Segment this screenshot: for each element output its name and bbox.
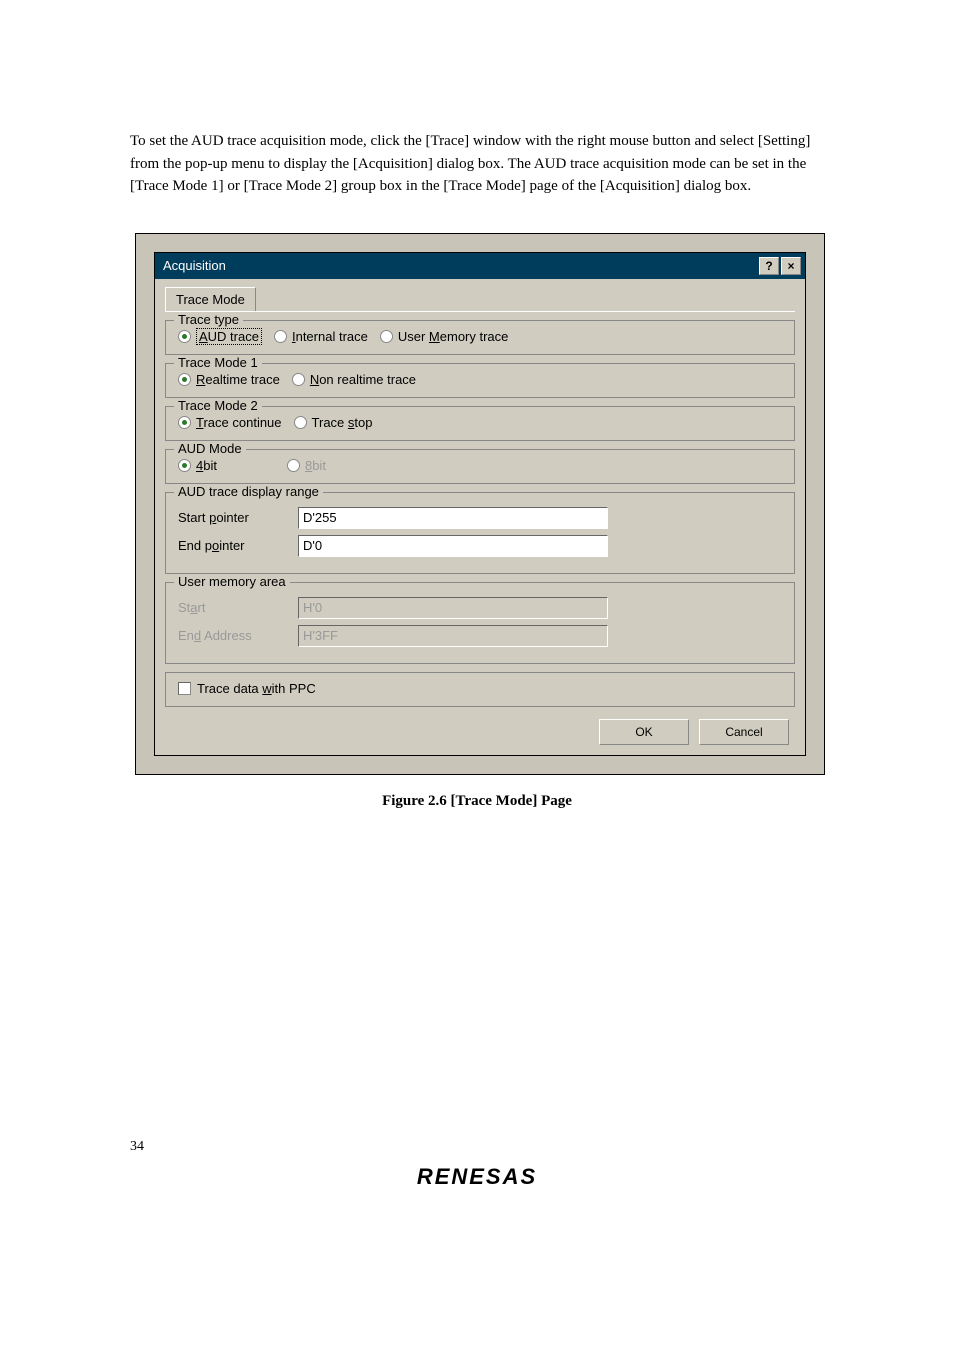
dialog-title: Acquisition bbox=[163, 258, 759, 273]
group-title: User memory area bbox=[174, 574, 290, 589]
radio-8bit: 8bit bbox=[287, 458, 326, 473]
checkbox-box-icon bbox=[178, 682, 191, 695]
radio-dot-icon bbox=[178, 459, 191, 472]
radio-4bit[interactable]: 4bit bbox=[178, 458, 217, 473]
end-pointer-input[interactable] bbox=[298, 535, 608, 557]
radio-dot-icon bbox=[178, 330, 191, 343]
user-end-address-input bbox=[298, 625, 608, 647]
tab-trace-mode[interactable]: Trace Mode bbox=[165, 287, 256, 311]
radio-trace-stop[interactable]: Trace stop bbox=[294, 415, 373, 430]
page-number: 34 bbox=[130, 1139, 144, 1155]
ok-button[interactable]: OK bbox=[599, 719, 689, 745]
group-title: Trace Mode 1 bbox=[174, 355, 262, 370]
group-aud-mode: AUD Mode 4bit 8bit bbox=[165, 449, 795, 484]
radio-realtime-trace[interactable]: Realtime trace bbox=[178, 372, 280, 387]
radio-dot-icon bbox=[294, 416, 307, 429]
radio-internal-trace[interactable]: Internal trace bbox=[274, 329, 368, 344]
figure-caption: Figure 2.6 [Trace Mode] Page bbox=[130, 793, 824, 810]
radio-dot-icon bbox=[380, 330, 393, 343]
radio-dot-icon bbox=[292, 373, 305, 386]
user-end-address-label: End Address bbox=[178, 628, 288, 643]
dialog-body: Trace Mode Trace type AUD trace Internal… bbox=[155, 279, 805, 755]
group-title: AUD Mode bbox=[174, 441, 246, 456]
group-trace-mode-2: Trace Mode 2 Trace continue Trace stop bbox=[165, 406, 795, 441]
user-start-input bbox=[298, 597, 608, 619]
intro-paragraph: To set the AUD trace acquisition mode, c… bbox=[130, 130, 824, 198]
end-pointer-label: End pointer bbox=[178, 538, 288, 553]
radio-trace-continue[interactable]: Trace continue bbox=[178, 415, 282, 430]
radio-aud-trace[interactable]: AUD trace bbox=[178, 329, 262, 344]
dialog-titlebar: Acquisition ? × bbox=[155, 253, 805, 279]
group-title: AUD trace display range bbox=[174, 484, 323, 499]
group-aud-display-range: AUD trace display range Start pointer En… bbox=[165, 492, 795, 574]
start-pointer-input[interactable] bbox=[298, 507, 608, 529]
radio-dot-icon bbox=[274, 330, 287, 343]
checkbox-trace-data-with-ppc[interactable]: Trace data with PPC bbox=[178, 681, 782, 696]
renesas-logo: RENESAS bbox=[417, 1164, 537, 1189]
group-user-memory-area: User memory area Start End Address bbox=[165, 582, 795, 664]
cancel-button[interactable]: Cancel bbox=[699, 719, 789, 745]
radio-dot-icon bbox=[287, 459, 300, 472]
radio-user-memory-trace[interactable]: User Memory trace bbox=[380, 329, 509, 344]
user-start-label: Start bbox=[178, 600, 288, 615]
page-footer: RENESAS bbox=[0, 1164, 954, 1190]
radio-dot-icon bbox=[178, 373, 191, 386]
group-title: Trace Mode 2 bbox=[174, 398, 262, 413]
group-trace-mode-1: Trace Mode 1 Realtime trace Non realtime… bbox=[165, 363, 795, 398]
figure-container: Acquisition ? × Trace Mode Trace type bbox=[135, 233, 825, 775]
group-trace-type: Trace type AUD trace Internal trace U bbox=[165, 320, 795, 355]
radio-dot-icon bbox=[178, 416, 191, 429]
group-title: Trace type bbox=[174, 312, 243, 327]
group-trace-extend-mode: Trace data with PPC bbox=[165, 672, 795, 707]
help-button[interactable]: ? bbox=[759, 257, 779, 275]
radio-non-realtime-trace[interactable]: Non realtime trace bbox=[292, 372, 416, 387]
acquisition-dialog: Acquisition ? × Trace Mode Trace type bbox=[154, 252, 806, 756]
start-pointer-label: Start pointer bbox=[178, 510, 288, 525]
close-button[interactable]: × bbox=[781, 257, 801, 275]
